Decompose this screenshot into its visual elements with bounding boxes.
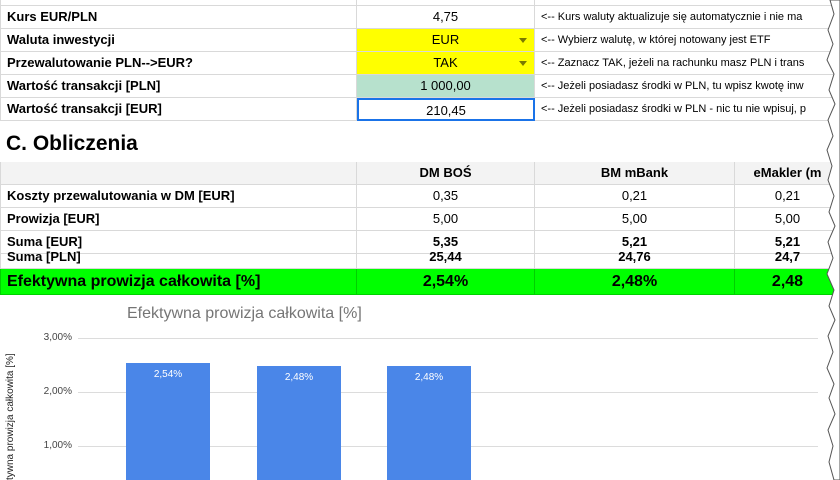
conversion-value: TAK <box>433 55 458 70</box>
calc-row-sum-pln: Suma [PLN] 25,44 24,76 24,7 <box>0 246 840 269</box>
cell-value[interactable]: 25,44 <box>357 246 535 269</box>
chart-title: Efektywna prowizja całkowita [%] <box>127 305 362 322</box>
cell-value[interactable]: 5,00 <box>735 208 840 231</box>
conversion-dropdown[interactable]: TAK <box>357 52 535 75</box>
calc-row-commission: Prowizja [EUR] 5,00 5,00 5,00 <box>0 208 840 231</box>
bar-chart[interactable]: Efektywna prowizja całkowita [%] tywna p… <box>0 300 840 480</box>
effective-label: Efektywna prowizja całkowita [%] <box>0 269 357 295</box>
row-value-eur: Wartość transakcji [EUR] 210,45 <-- Jeże… <box>0 98 840 121</box>
value-eur-note: <-- Jeżeli posiadasz środki w PLN - nic … <box>535 98 840 121</box>
chart-bar[interactable]: 2,48% <box>387 366 471 480</box>
value-pln-label: Wartość transakcji [PLN] <box>0 75 357 98</box>
cell-value[interactable]: 5,21 <box>735 231 840 254</box>
value-eur-label: Wartość transakcji [EUR] <box>0 98 357 121</box>
effective-value[interactable]: 2,54% <box>357 269 535 295</box>
header-mbank: BM mBank <box>535 162 735 185</box>
cell-value[interactable]: 0,35 <box>357 185 535 208</box>
conversion-label: Przewalutowanie PLN-->EUR? <box>0 52 357 75</box>
bar-data-label: 2,48% <box>284 372 314 384</box>
value-eur-cell[interactable]: 210,45 <box>357 98 535 121</box>
y-axis-label: tywna prowizja całkowita [%] <box>5 353 16 480</box>
chart-bar[interactable]: 2,54% <box>126 362 210 480</box>
row-label: Suma [EUR] <box>0 231 357 254</box>
cut-off-row <box>0 0 840 6</box>
header-dm-bos: DM BOŚ <box>357 162 535 185</box>
exchange-rate-cell[interactable]: 4,75 <box>357 6 535 29</box>
header-emakler: eMakler (m <box>735 162 840 185</box>
row-label: Suma [PLN] <box>0 246 357 269</box>
row-label: Prowizja [EUR] <box>0 208 357 231</box>
row-currency: Waluta inwestycji EUR <-- Wybierz walutę… <box>0 29 840 52</box>
section-title: C. Obliczenia <box>6 132 138 155</box>
calc-header-row: DM BOŚ BM mBank eMakler (m <box>0 162 840 185</box>
y-tick-label: 2,00% <box>43 386 72 397</box>
conversion-note: <-- Zaznacz TAK, jeżeli na rachunku masz… <box>535 52 840 75</box>
effective-value[interactable]: 2,48% <box>535 269 735 295</box>
row-exchange-rate: Kurs EUR/PLN 4,75 <-- Kurs waluty aktual… <box>0 6 840 29</box>
calc-row-effective: Efektywna prowizja całkowita [%] 2,54% 2… <box>0 269 840 295</box>
exchange-rate-label: Kurs EUR/PLN <box>0 6 357 29</box>
currency-value: EUR <box>431 32 460 47</box>
currency-label: Waluta inwestycji <box>0 29 357 52</box>
cell-value[interactable]: 5,00 <box>535 208 735 231</box>
bar-data-label: 2,48% <box>414 372 444 384</box>
row-label: Koszty przewalutowania w DM [EUR] <box>0 185 357 208</box>
y-tick-label: 3,00% <box>43 332 72 343</box>
exchange-rate-note: <-- Kurs waluty aktualizuje się automaty… <box>535 6 840 29</box>
cell-value[interactable]: 24,76 <box>535 246 735 269</box>
dropdown-arrow-icon[interactable] <box>519 38 527 43</box>
cell-value[interactable]: 0,21 <box>735 185 840 208</box>
cell-value[interactable]: 0,21 <box>535 185 735 208</box>
cell-value[interactable]: 5,00 <box>357 208 535 231</box>
row-value-pln: Wartość transakcji [PLN] 1 000,00 <-- Je… <box>0 75 840 98</box>
value-pln-cell[interactable]: 1 000,00 <box>357 75 535 98</box>
calc-row-sum-eur: Suma [EUR] 5,35 5,21 5,21 <box>0 231 840 254</box>
cell-value[interactable]: 5,35 <box>357 231 535 254</box>
gridline <box>78 338 818 339</box>
cell-value[interactable]: 24,7 <box>735 246 840 269</box>
effective-value[interactable]: 2,48 <box>735 269 840 295</box>
torn-edge <box>826 0 840 480</box>
dropdown-arrow-icon[interactable] <box>519 61 527 66</box>
currency-dropdown[interactable]: EUR <box>357 29 535 52</box>
calc-row-conversion-cost: Koszty przewalutowania w DM [EUR] 0,35 0… <box>0 185 840 208</box>
cell-value[interactable]: 5,21 <box>535 231 735 254</box>
row-conversion: Przewalutowanie PLN-->EUR? TAK <-- Zazna… <box>0 52 840 75</box>
bar-data-label: 2,54% <box>153 368 183 380</box>
y-tick-label: 1,00% <box>43 440 72 451</box>
value-pln-note: <-- Jeżeli posiadasz środki w PLN, tu wp… <box>535 75 840 98</box>
currency-note: <-- Wybierz walutę, w której notowany je… <box>535 29 840 52</box>
chart-bar[interactable]: 2,48% <box>257 366 341 480</box>
